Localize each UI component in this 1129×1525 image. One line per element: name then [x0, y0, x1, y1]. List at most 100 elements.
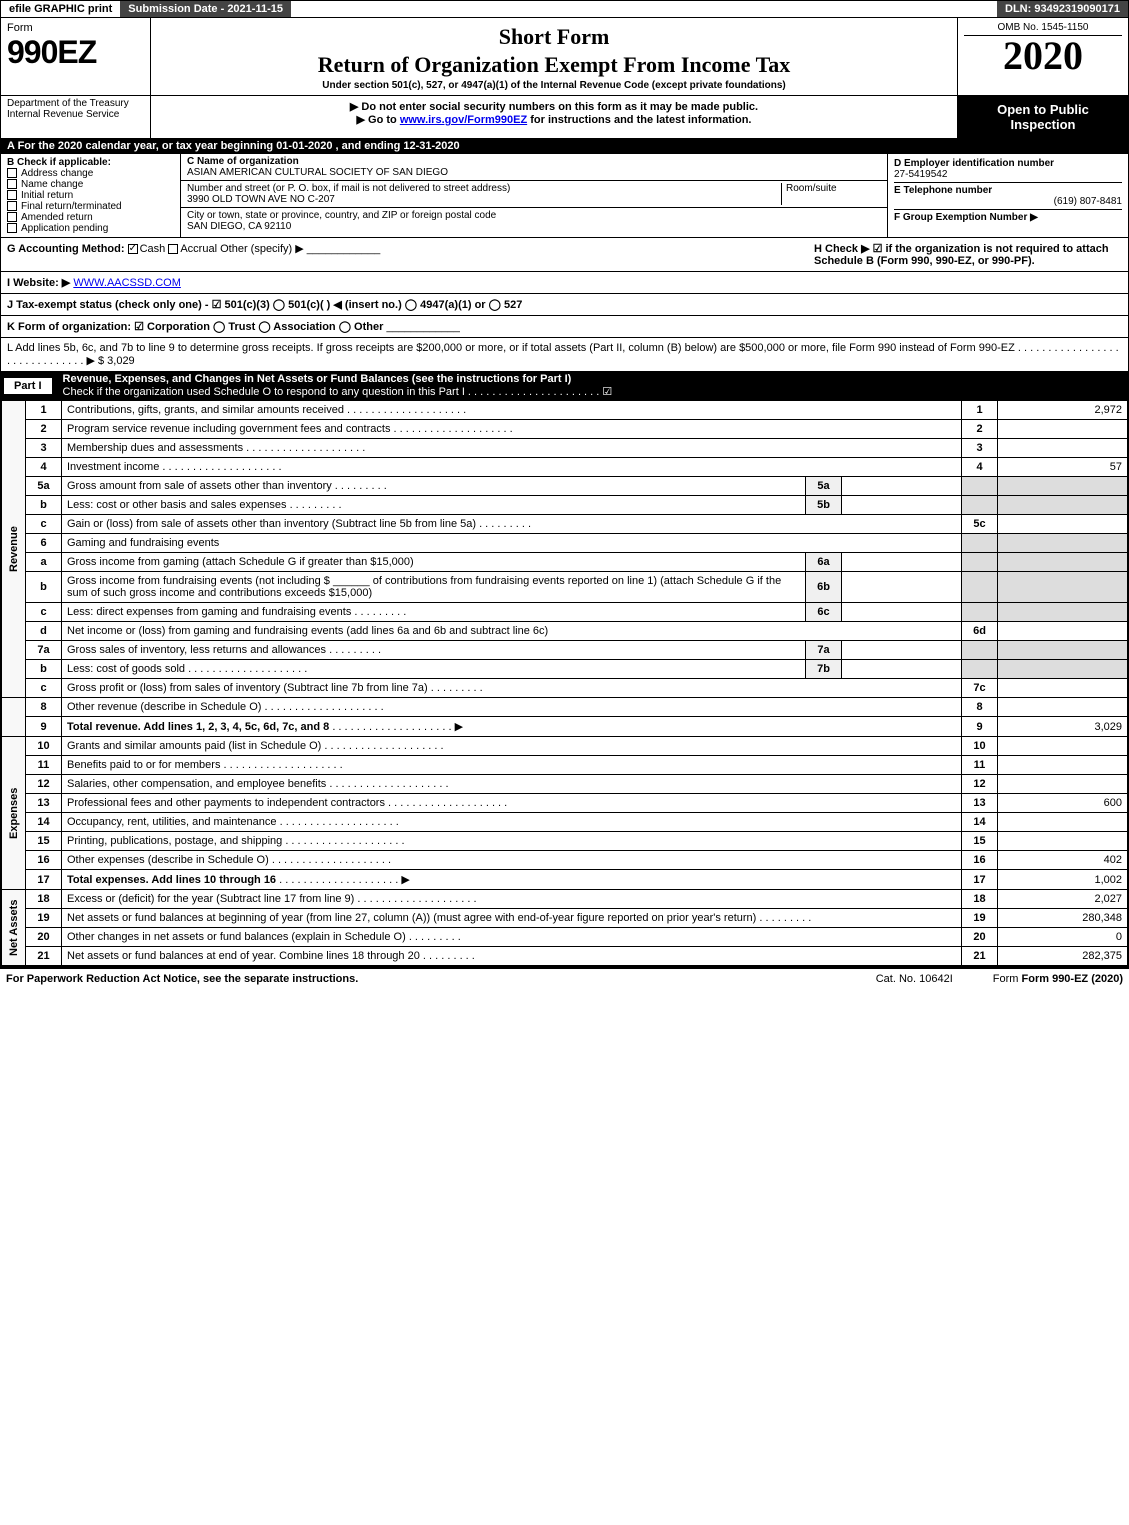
line-5a: 5a Gross amount from sale of assets othe… [2, 477, 1128, 496]
irs-link[interactable]: www.irs.gov/Form990EZ [400, 114, 527, 126]
chk-address-change[interactable]: Address change [7, 168, 174, 179]
l1-val: 2,972 [998, 401, 1128, 420]
col-c: C Name of organization ASIAN AMERICAN CU… [181, 154, 888, 237]
l11-rnum: 11 [962, 756, 998, 775]
meta-i: I Website: ▶ WWW.AACSSD.COM [1, 271, 1128, 293]
efile-label: efile GRAPHIC print [1, 1, 120, 17]
form-id-cell: Form 990EZ [1, 18, 151, 95]
goto-notice: ▶ Go to www.irs.gov/Form990EZ for instru… [155, 113, 953, 126]
l12-desc: Salaries, other compensation, and employ… [67, 778, 326, 790]
subtitle: Under section 501(c), 527, or 4947(a)(1)… [157, 80, 951, 91]
l6c-desc: Less: direct expenses from gaming and fu… [67, 606, 351, 618]
l5b-mval [842, 496, 962, 515]
ein-value: 27-5419542 [894, 169, 1122, 180]
l6b-rval-shaded [998, 572, 1128, 603]
l7b-num: b [26, 660, 62, 679]
footer-mid: Cat. No. 10642I [876, 973, 953, 985]
line-1: Revenue 1 Contributions, gifts, grants, … [2, 401, 1128, 420]
l5a-rval-shaded [998, 477, 1128, 496]
side-revenue: Revenue [2, 401, 26, 698]
l11-num: 11 [26, 756, 62, 775]
chk-initial-return[interactable]: Initial return [7, 190, 174, 201]
l5b-rnum-shaded [962, 496, 998, 515]
street-row: Number and street (or P. O. box, if mail… [181, 181, 887, 208]
l6a-num: a [26, 553, 62, 572]
l21-num: 21 [26, 947, 62, 966]
l8-val [998, 698, 1128, 717]
l14-num: 14 [26, 813, 62, 832]
form-header: Form 990EZ Short Form Return of Organiza… [1, 18, 1128, 95]
org-name-row: C Name of organization ASIAN AMERICAN CU… [181, 154, 887, 181]
line-19: 19 Net assets or fund balances at beginn… [2, 909, 1128, 928]
dept-treasury: Department of the Treasury Internal Reve… [1, 96, 151, 138]
l12-num: 12 [26, 775, 62, 794]
tax-year: 2020 [964, 36, 1122, 76]
org-name-label: C Name of organization [187, 156, 881, 167]
website-link[interactable]: WWW.AACSSD.COM [73, 277, 181, 289]
part1-check-text: Check if the organization used Schedule … [63, 386, 613, 398]
line-8: 8 Other revenue (describe in Schedule O)… [2, 698, 1128, 717]
l5b-mnum: 5b [806, 496, 842, 515]
l9-desc: Total revenue. Add lines 1, 2, 3, 4, 5c,… [67, 721, 329, 733]
chk-cash[interactable] [128, 244, 138, 254]
l5b-num: b [26, 496, 62, 515]
l15-rnum: 15 [962, 832, 998, 851]
line-18: Net Assets 18 Excess or (deficit) for th… [2, 890, 1128, 909]
l6a-desc: Gross income from gaming (attach Schedul… [67, 556, 414, 568]
city-label: City or town, state or province, country… [187, 210, 881, 221]
form-number: 990EZ [7, 34, 144, 71]
form-label: Form [7, 22, 144, 34]
l18-desc: Excess or (deficit) for the year (Subtra… [67, 893, 354, 905]
l8-num: 8 [26, 698, 62, 717]
line-5c: c Gain or (loss) from sale of assets oth… [2, 515, 1128, 534]
city-value: SAN DIEGO, CA 92110 [187, 221, 881, 232]
chk-final-return[interactable]: Final return/terminated [7, 201, 174, 212]
l5c-rnum: 5c [962, 515, 998, 534]
l16-rnum: 16 [962, 851, 998, 870]
meta-g: G Accounting Method: Cash Accrual Other … [1, 238, 808, 271]
l15-desc: Printing, publications, postage, and shi… [67, 835, 282, 847]
g-other: Other (specify) ▶ [220, 243, 304, 255]
l12-val [998, 775, 1128, 794]
l13-desc: Professional fees and other payments to … [67, 797, 385, 809]
l20-val: 0 [998, 928, 1128, 947]
l7a-rnum-shaded [962, 641, 998, 660]
l9-num: 9 [26, 717, 62, 737]
l6d-num: d [26, 622, 62, 641]
part1-title-text: Revenue, Expenses, and Changes in Net As… [63, 373, 572, 385]
l6a-mnum: 6a [806, 553, 842, 572]
l7a-num: 7a [26, 641, 62, 660]
l14-val [998, 813, 1128, 832]
city-row: City or town, state or province, country… [181, 208, 887, 234]
chk-name-change[interactable]: Name change [7, 179, 174, 190]
meta-l: L Add lines 5b, 6c, and 7b to line 9 to … [1, 337, 1128, 371]
line-6: 6 Gaming and fundraising events [2, 534, 1128, 553]
chk-amended-return[interactable]: Amended return [7, 212, 174, 223]
g-label: G Accounting Method: [7, 243, 125, 255]
title-short-form: Short Form [157, 24, 951, 50]
line-6b: b Gross income from fundraising events (… [2, 572, 1128, 603]
right-header-cell: OMB No. 1545-1150 2020 [958, 18, 1128, 95]
l20-num: 20 [26, 928, 62, 947]
l1-rnum: 1 [962, 401, 998, 420]
line-6a: a Gross income from gaming (attach Sched… [2, 553, 1128, 572]
l8-rnum: 8 [962, 698, 998, 717]
ein-label: D Employer identification number [894, 158, 1122, 169]
l17-desc: Total expenses. Add lines 10 through 16 [67, 874, 276, 886]
l6c-mval [842, 603, 962, 622]
phone-value: (619) 807-8481 [894, 196, 1122, 207]
chk-accrual[interactable] [168, 244, 178, 254]
l21-val: 282,375 [998, 947, 1128, 966]
line-14: 14 Occupancy, rent, utilities, and maint… [2, 813, 1128, 832]
line-4: 4 Investment income 4 57 [2, 458, 1128, 477]
line-7b: b Less: cost of goods sold 7b [2, 660, 1128, 679]
g-accrual: Accrual [180, 243, 217, 255]
l6c-rnum-shaded [962, 603, 998, 622]
l7a-mval [842, 641, 962, 660]
street-value: 3990 OLD TOWN AVE NO C-207 [187, 194, 781, 205]
l5a-rnum-shaded [962, 477, 998, 496]
l20-rnum: 20 [962, 928, 998, 947]
l9-rnum: 9 [962, 717, 998, 737]
l7b-mnum: 7b [806, 660, 842, 679]
chk-application-pending[interactable]: Application pending [7, 223, 174, 234]
